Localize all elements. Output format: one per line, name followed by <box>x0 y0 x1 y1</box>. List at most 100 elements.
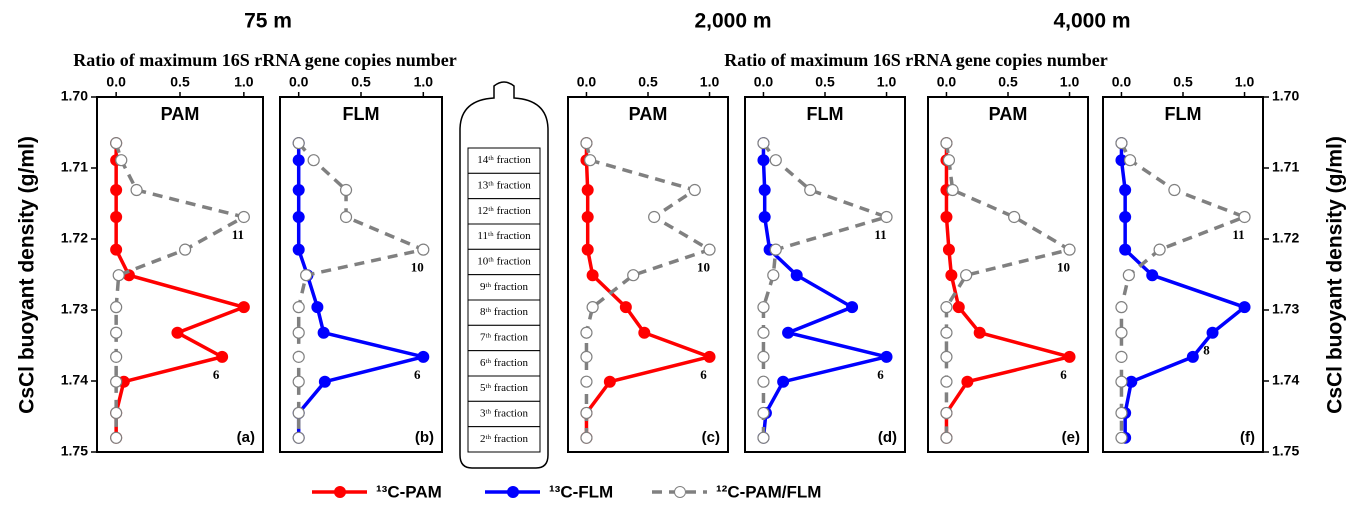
data-point <box>318 375 331 388</box>
annotation: 10 <box>697 260 710 275</box>
series-line <box>296 141 430 438</box>
x-tick-label: 1.0 <box>700 74 720 90</box>
legend-label: ¹³C-FLM <box>549 482 613 501</box>
data-point <box>580 137 593 150</box>
data-point <box>1063 243 1076 256</box>
data-point <box>952 301 965 314</box>
fraction-label: 3ᵗʰ fraction <box>480 408 529 420</box>
data-point <box>110 326 123 339</box>
data-point <box>703 350 716 363</box>
fraction-cell <box>467 198 541 225</box>
data-point <box>1119 243 1132 256</box>
data-point <box>757 350 770 363</box>
fraction-label: 14ᵗʰ fraction <box>477 154 531 166</box>
data-point <box>216 350 229 363</box>
fraction-cell <box>467 299 541 326</box>
legend-label: ¹²C-PAM/FLM <box>716 482 821 501</box>
data-point <box>115 154 128 167</box>
data-point <box>307 154 320 167</box>
data-point <box>581 210 594 223</box>
series-line <box>761 143 887 438</box>
x-tick-label: 0.0 <box>1112 74 1132 90</box>
data-point <box>110 431 123 444</box>
data-point <box>110 137 123 150</box>
legend-label: ¹³C-PAM <box>376 482 442 501</box>
data-point <box>619 301 632 314</box>
data-point <box>292 326 305 339</box>
data-point <box>311 301 324 314</box>
legend-marker <box>334 486 346 498</box>
data-point <box>1115 350 1128 363</box>
data-point <box>758 210 771 223</box>
data-point <box>292 406 305 420</box>
data-point <box>757 326 770 339</box>
data-point <box>1115 137 1128 150</box>
annotation: 6 <box>700 367 707 382</box>
panel-title: PAM <box>989 104 1028 124</box>
x-tick-label: 0.0 <box>937 74 957 90</box>
data-point <box>1115 431 1128 444</box>
data-point <box>757 431 770 444</box>
panel-title: PAM <box>629 104 668 124</box>
fraction-cell <box>467 223 541 250</box>
data-point <box>603 375 616 388</box>
annotation: 10 <box>411 260 424 275</box>
data-point <box>581 243 594 256</box>
x-tick-label: 0.5 <box>1173 74 1193 90</box>
data-point <box>1153 243 1166 256</box>
x-tick-label: 0.5 <box>815 74 835 90</box>
fraction-label: 2ᵗʰ fraction <box>480 433 529 445</box>
y-tick-label: 1.70 <box>61 88 88 104</box>
data-point <box>1238 210 1251 224</box>
panel-label: (a) <box>237 429 255 446</box>
annotation: 11 <box>874 227 886 242</box>
data-point <box>1119 184 1132 197</box>
data-point <box>942 154 956 167</box>
panel-title: PAM <box>161 104 200 124</box>
panel-title: FLM <box>807 104 844 124</box>
fraction-label: 6ᵗʰ fraction <box>480 357 529 369</box>
data-point <box>940 375 953 388</box>
data-point <box>580 326 593 339</box>
x-tick-label: 0.5 <box>351 74 371 90</box>
x-tick-label: 1.0 <box>1060 74 1080 90</box>
data-point <box>960 269 973 282</box>
annotation: 6 <box>877 367 884 382</box>
series-line <box>1119 143 1249 438</box>
data-point <box>1123 154 1137 167</box>
annotation: 6 <box>213 367 220 382</box>
series-line <box>944 142 1075 438</box>
data-point <box>940 301 953 314</box>
panel-label: (d) <box>878 429 897 446</box>
annotation: 11 <box>232 227 244 242</box>
y-tick-label: 1.70 <box>1272 88 1299 104</box>
series-line <box>761 142 893 438</box>
x-tick-label: 0.0 <box>577 74 597 90</box>
data-point <box>940 350 953 363</box>
data-point <box>586 301 599 314</box>
data-point <box>703 243 716 256</box>
data-point <box>961 375 974 388</box>
fraction-label: 7ᵗʰ fraction <box>480 332 529 344</box>
y-tick-label: 1.72 <box>61 230 88 246</box>
data-point <box>292 243 305 256</box>
data-point <box>339 210 353 224</box>
data-point <box>940 137 953 150</box>
panel-title: FLM <box>343 104 380 124</box>
data-point <box>237 301 250 314</box>
fraction-label: 9ᵗʰ fraction <box>480 281 529 293</box>
panel-label: (e) <box>1062 429 1080 446</box>
fraction-label: 12ᵗʰ fraction <box>477 205 531 217</box>
data-point <box>1115 375 1128 388</box>
data-point <box>580 375 593 388</box>
data-point <box>292 154 305 167</box>
data-point <box>110 184 123 197</box>
annotation: 6 <box>1060 367 1067 382</box>
data-point <box>638 326 651 339</box>
data-point <box>1168 183 1181 197</box>
data-point <box>292 184 305 197</box>
x-tick-label: 1.0 <box>414 74 434 90</box>
data-point <box>804 183 817 197</box>
data-point <box>757 154 770 167</box>
data-point <box>940 431 953 444</box>
